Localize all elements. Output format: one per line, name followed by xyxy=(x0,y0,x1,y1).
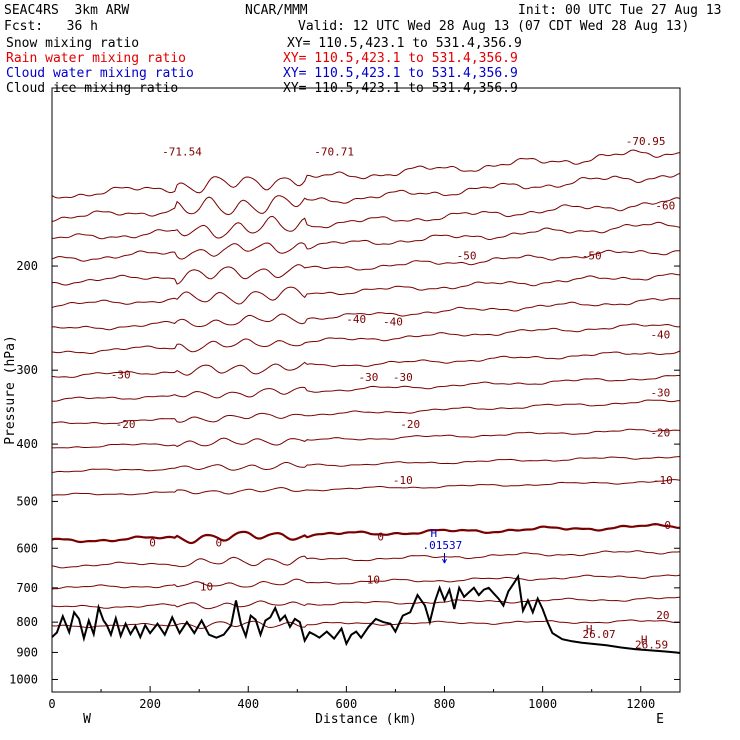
contour-label: 26.59 xyxy=(635,639,668,652)
isotherm-line xyxy=(51,550,681,569)
high-marker: H xyxy=(586,623,593,636)
isotherm-line xyxy=(51,350,681,378)
high-marker: H xyxy=(641,634,648,647)
field-name-snow: Snow mixing ratio xyxy=(6,36,140,51)
contour-label: -70.95 xyxy=(626,135,666,148)
isotherm-line xyxy=(51,298,681,331)
terrain-line xyxy=(51,573,681,654)
isotherm-line xyxy=(51,456,681,473)
y-tick-label: 300 xyxy=(16,363,38,377)
isotherm-line xyxy=(51,172,681,222)
contour-label: -20 xyxy=(650,426,670,439)
x-tick-label: 1000 xyxy=(528,697,557,711)
contour-label: -40 xyxy=(383,315,403,328)
contour-label: -20 xyxy=(116,418,136,431)
y-tick-label: 400 xyxy=(16,437,38,451)
y-tick-label: 700 xyxy=(16,581,38,595)
y-tick-label: 900 xyxy=(16,645,38,659)
isotherm-line xyxy=(52,249,680,286)
contour-label: -40 xyxy=(650,328,670,341)
y-tick-label: 1000 xyxy=(9,672,38,686)
field-name-cloud-water: Cloud water mixing ratio xyxy=(6,66,194,81)
org-title: NCAR/MMM xyxy=(245,3,308,18)
isotherm-line xyxy=(51,479,681,496)
isotherm-line xyxy=(51,399,681,425)
contour-label-layer: -71.54 -70.71 -70.95 -60 -50 -50 -40 -40 -40 -30 -… xyxy=(111,135,675,651)
west-end-label: W xyxy=(83,712,91,727)
field-xy-cloud-water: XY= 110.5,423.1 to 531.4,356.9 xyxy=(283,66,518,81)
isotherm-line xyxy=(51,375,680,402)
y-tick-label: 800 xyxy=(16,615,38,629)
terrain-layer xyxy=(51,573,681,654)
contour-label: 0 xyxy=(664,519,671,532)
contour-label: -50 xyxy=(582,250,602,263)
field-xy-snow: XY= 110.5,423.1 to 531.4,356.9 xyxy=(287,36,522,51)
isotherm-line xyxy=(51,149,681,199)
forecast-hour: Fcst: 36 h xyxy=(4,19,98,34)
x-axis-label: Distance (km) xyxy=(315,712,417,727)
field-name-rain: Rain water mixing ratio xyxy=(6,51,187,66)
isotherm-line xyxy=(51,596,681,610)
contour-label: -20 xyxy=(400,418,420,431)
contour-label: 10 xyxy=(367,574,380,587)
x-tick-label: 600 xyxy=(336,697,358,711)
isotherm-line xyxy=(51,323,681,355)
contour-label: 0 xyxy=(377,530,384,543)
cloud-water-max-value: .01537 xyxy=(423,539,463,552)
y-tick-label: 600 xyxy=(16,541,38,555)
x-tick-label: 400 xyxy=(237,697,259,711)
x-tick-label: 800 xyxy=(434,697,456,711)
x-tick-label: 0 xyxy=(48,697,55,711)
contour-label: 0 xyxy=(216,537,223,550)
contour-label: -30 xyxy=(359,371,379,384)
isotherm-line xyxy=(51,273,681,308)
valid-time: Valid: 12 UTC Wed 28 Aug 13 (07 CDT Wed … xyxy=(298,19,690,34)
cloud-water-contour-tick xyxy=(442,553,447,564)
init-time: Init: 00 UTC Tue 27 Aug 13 xyxy=(518,3,722,18)
contour-label: -10 xyxy=(653,474,673,487)
y-tick-label: 200 xyxy=(16,259,38,273)
isotherm-layer xyxy=(51,149,681,630)
contour-label: 0 xyxy=(149,537,156,550)
contour-label: -50 xyxy=(457,250,477,263)
field-xy-rain: XY= 110.5,423.1 to 531.4,356.9 xyxy=(283,51,518,66)
cloud-water-high-marker: H xyxy=(431,527,438,540)
contour-label: -70.71 xyxy=(314,145,354,158)
x-tick-label: 1200 xyxy=(626,697,655,711)
isotherm-line xyxy=(51,197,681,240)
contour-label: 10 xyxy=(200,580,213,593)
contour-label: -30 xyxy=(650,386,670,399)
contour-label: 20 xyxy=(656,609,669,622)
y-tick-label: 500 xyxy=(16,494,38,508)
plot-frame xyxy=(51,87,681,693)
isotherm-line xyxy=(51,428,681,449)
east-end-label: E xyxy=(656,712,664,727)
y-axis-label: Pressure (hPa) xyxy=(3,335,18,445)
contour-label: -30 xyxy=(393,371,413,384)
isotherm-line xyxy=(51,221,681,262)
contour-label: -10 xyxy=(393,474,413,487)
model-title: SEAC4RS 3km ARW xyxy=(4,3,130,18)
x-tick-label: 200 xyxy=(139,697,161,711)
contour-label: -60 xyxy=(655,199,675,212)
contour-label: -30 xyxy=(111,368,131,381)
contour-label: -71.54 xyxy=(162,145,202,158)
contour-label: -40 xyxy=(346,313,366,326)
contour-label: 26.07 xyxy=(582,628,615,641)
isotherm-line xyxy=(51,574,681,590)
isotherm-line xyxy=(51,522,681,545)
